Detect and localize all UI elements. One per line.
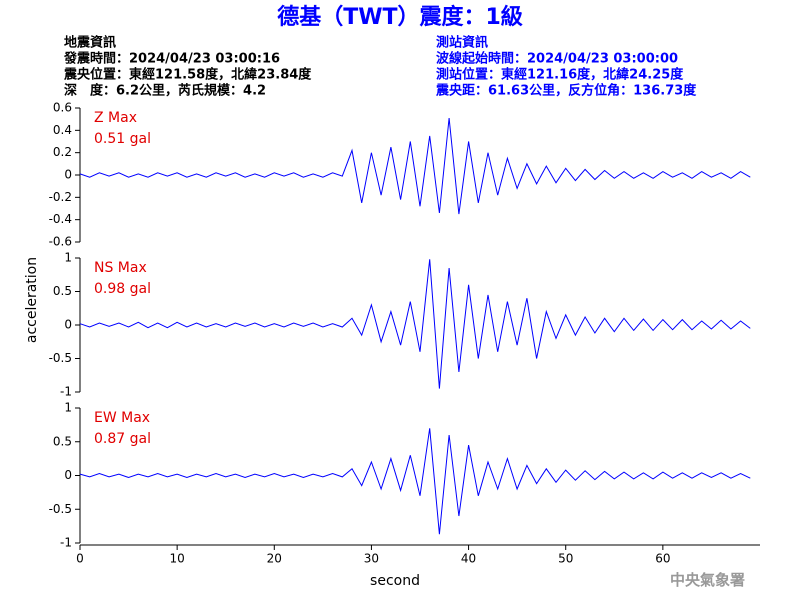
event-line: 深 度：6.2公里，芮氏規模：4.2 bbox=[64, 83, 266, 99]
x-tick-label: 10 bbox=[170, 552, 185, 566]
y-tick-label: -0.2 bbox=[49, 190, 72, 204]
y-tick-label: -0.4 bbox=[49, 212, 72, 226]
y-tick-label: 0.2 bbox=[53, 145, 72, 159]
event-line: 震央位置：東經121.58度，北緯23.84度 bbox=[63, 67, 312, 83]
panel-label: EW Max bbox=[94, 410, 150, 426]
event-heading: 地震資訊 bbox=[64, 35, 116, 51]
x-axis-label: second bbox=[370, 573, 420, 589]
x-tick-label: 0 bbox=[76, 552, 84, 566]
station-line: 震央距：61.63公里，反方位角：136.73度 bbox=[435, 83, 697, 99]
y-tick-label: 0.5 bbox=[53, 284, 72, 298]
panel-max: 0.87 gal bbox=[94, 431, 151, 447]
x-tick-label: 30 bbox=[364, 552, 379, 566]
waveform bbox=[79, 259, 751, 389]
y-tick-label: -0.5 bbox=[49, 351, 72, 365]
y-axis-label: acceleration bbox=[24, 257, 40, 343]
chart-title: 德基（TWT）震度：1級 bbox=[277, 4, 523, 30]
y-tick-label: -0.5 bbox=[49, 502, 72, 516]
y-tick-label: 0 bbox=[64, 168, 72, 182]
footer: 中央氣象署 bbox=[670, 571, 745, 589]
y-tick-label: 1 bbox=[64, 401, 72, 415]
event-line: 發震時間：2024/04/23 03:00:16 bbox=[63, 51, 280, 67]
x-tick-label: 60 bbox=[655, 552, 670, 566]
waveform bbox=[79, 118, 751, 215]
panel-max: 0.98 gal bbox=[94, 281, 151, 297]
y-tick-label: 0.5 bbox=[53, 434, 72, 448]
panel-label: NS Max bbox=[94, 260, 147, 276]
station-line: 測站位置：東經121.16度，北緯24.25度 bbox=[436, 67, 684, 83]
y-tick-label: 0 bbox=[64, 468, 72, 482]
y-tick-label: 1 bbox=[64, 251, 72, 265]
x-tick-label: 20 bbox=[267, 552, 282, 566]
y-tick-label: 0.6 bbox=[53, 101, 72, 115]
station-line: 波線起始時間：2024/04/23 03:00:00 bbox=[436, 51, 678, 67]
x-tick-label: 50 bbox=[558, 552, 573, 566]
y-tick-label: 0 bbox=[64, 318, 72, 332]
station-heading: 測站資訊 bbox=[436, 35, 488, 51]
waveform bbox=[79, 428, 751, 535]
x-tick-label: 40 bbox=[461, 552, 476, 566]
y-tick-label: 0.4 bbox=[53, 123, 72, 137]
y-tick-label: -1 bbox=[60, 536, 72, 550]
y-tick-label: -1 bbox=[60, 385, 72, 399]
y-tick-label: -0.6 bbox=[49, 235, 72, 249]
panel-label: Z Max bbox=[94, 110, 137, 126]
panel-max: 0.51 gal bbox=[94, 131, 151, 147]
